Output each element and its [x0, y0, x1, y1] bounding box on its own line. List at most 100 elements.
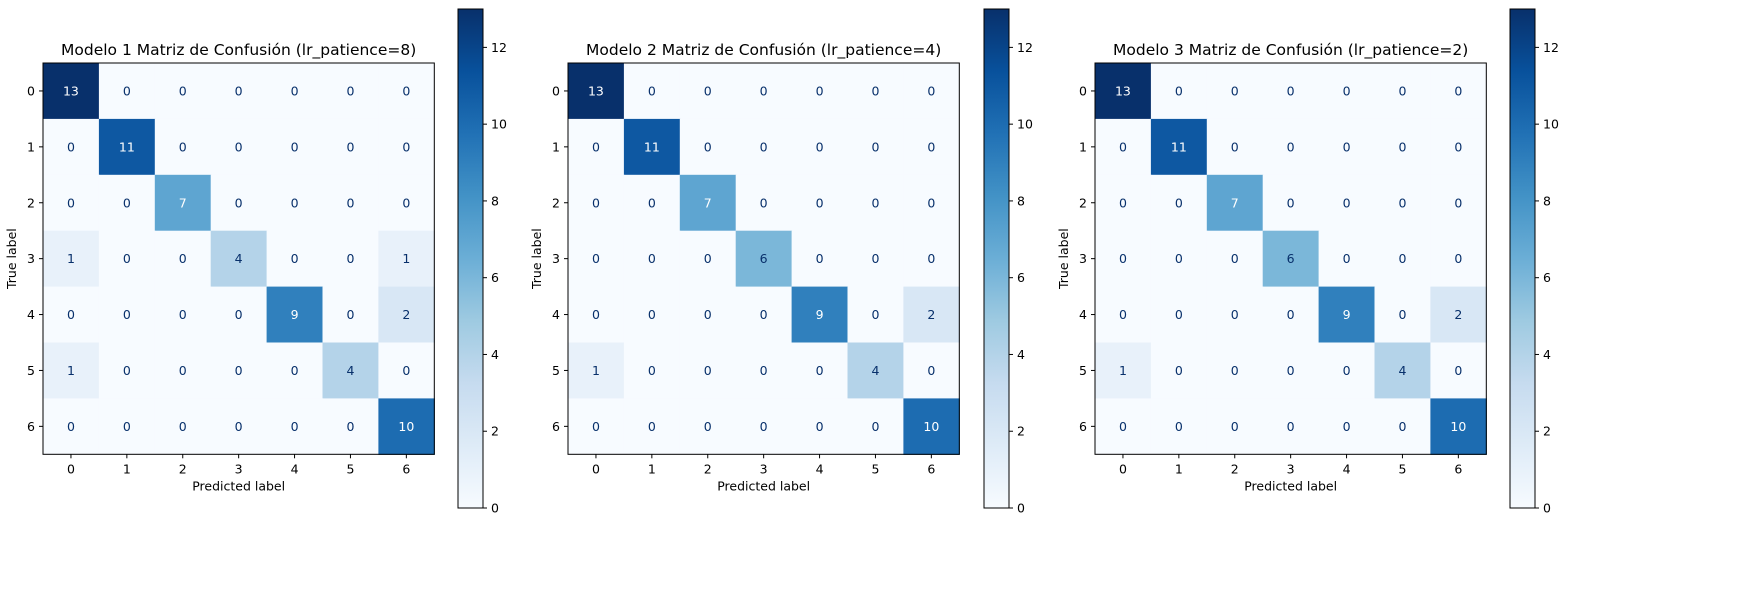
heatmap-cell	[1150, 63, 1208, 120]
heatmap-cell	[1150, 174, 1208, 232]
x-tick-label: 5	[1398, 461, 1406, 476]
heatmap-cell	[1430, 398, 1487, 455]
y-tick-label: 5	[552, 363, 560, 378]
heatmap-cell	[847, 286, 904, 344]
heatmap-cell	[791, 398, 849, 455]
cell-value-label: 9	[291, 307, 299, 322]
colorbar	[983, 8, 1010, 509]
y-axis-label: True label	[1056, 228, 1071, 290]
heatmap-cell	[568, 286, 625, 344]
cell-value-label: 0	[1231, 419, 1239, 434]
heatmap-cell	[1150, 398, 1208, 455]
cell-value-label: 0	[592, 251, 600, 266]
y-tick-label: 2	[552, 195, 560, 210]
heatmap-cell	[1430, 230, 1487, 288]
y-tick-label: 6	[552, 419, 560, 434]
heatmap-cell	[266, 342, 324, 399]
x-tick-label: 0	[67, 461, 75, 476]
cell-value-label: 0	[179, 139, 187, 154]
heatmap-cell	[266, 230, 324, 288]
heatmap-cell	[378, 118, 435, 176]
cell-value-label: 2	[402, 307, 410, 322]
cell-value-label: 0	[648, 307, 656, 322]
y-tick-label: 2	[1079, 195, 1087, 210]
heatmap-cell	[903, 342, 960, 399]
cell-value-label: 0	[1454, 83, 1462, 98]
heatmap-cell	[903, 286, 960, 344]
cell-value-label: 0	[1287, 83, 1295, 98]
cell-value-label: 0	[1454, 251, 1462, 266]
heatmap-cell	[1430, 118, 1487, 176]
cell-value-label: 0	[123, 419, 131, 434]
heatmap-cell	[154, 118, 212, 176]
colorbar-tick-label: 12	[491, 40, 507, 55]
cell-value-label: 10	[1450, 419, 1466, 434]
x-tick-label: 1	[1175, 461, 1183, 476]
heatmap-cell	[1318, 230, 1376, 288]
heatmap-cell	[210, 174, 268, 232]
cell-value-label: 0	[760, 139, 768, 154]
cell-value-label: 0	[816, 83, 824, 98]
cell-value-label: 9	[1343, 307, 1351, 322]
x-tick-label: 4	[1343, 461, 1351, 476]
cell-value-label: 0	[927, 195, 935, 210]
heatmap-cell	[98, 63, 156, 120]
cell-value-label: 11	[119, 139, 135, 154]
cell-value-label: 0	[179, 363, 187, 378]
cell-value-label: 2	[927, 307, 935, 322]
heatmap-cell	[1262, 398, 1320, 455]
cell-value-label: 0	[1287, 139, 1295, 154]
cell-value-label: 0	[291, 419, 299, 434]
heatmap-cell	[1095, 398, 1152, 455]
cell-value-label: 0	[704, 419, 712, 434]
cell-value-label: 0	[1343, 83, 1351, 98]
y-tick-label: 0	[552, 83, 560, 98]
heatmap-cell	[1206, 230, 1264, 288]
cell-value-label: 1	[402, 251, 410, 266]
heatmap-cell	[847, 118, 904, 176]
cell-value-label: 0	[704, 307, 712, 322]
heatmap-cell	[378, 63, 435, 120]
cell-value-label: 0	[1343, 251, 1351, 266]
cell-value-label: 0	[179, 251, 187, 266]
heatmap-cell	[210, 118, 268, 176]
cell-value-label: 0	[1287, 307, 1295, 322]
cell-value-label: 6	[1287, 251, 1295, 266]
heatmap-cell	[1318, 342, 1376, 399]
x-tick-label: 5	[871, 461, 879, 476]
heatmap-cell	[623, 342, 681, 399]
cell-value-label: 0	[67, 419, 75, 434]
heatmap-cell	[98, 342, 156, 399]
heatmap-cell	[154, 398, 212, 455]
heatmap-cell	[98, 118, 156, 176]
heatmap-cell	[903, 398, 960, 455]
heatmap-cell	[847, 342, 904, 399]
y-tick-label: 4	[27, 307, 35, 322]
cell-value-label: 0	[760, 83, 768, 98]
colorbar-tick-label: 0	[1543, 501, 1551, 516]
cell-value-label: 0	[648, 195, 656, 210]
heatmap-cell	[568, 174, 625, 232]
cell-value-label: 0	[1343, 139, 1351, 154]
cell-value-label: 0	[704, 83, 712, 98]
heatmap-cell	[266, 398, 324, 455]
cell-value-label: 10	[923, 419, 939, 434]
heatmap-cell	[1262, 342, 1320, 399]
x-tick-label: 1	[123, 461, 131, 476]
heatmap-cell	[791, 230, 849, 288]
colorbar-tick-label: 2	[1543, 424, 1551, 439]
chart-title: Modelo 1 Matriz de Confusión (lr_patienc…	[61, 41, 416, 60]
cell-value-label: 0	[291, 139, 299, 154]
heatmap-cell	[1318, 63, 1376, 120]
heatmap-cell	[322, 286, 379, 344]
y-tick-label: 6	[1079, 419, 1087, 434]
heatmap-cell	[1262, 286, 1320, 344]
heatmap-cell	[735, 398, 793, 455]
colorbar-tick-label: 4	[1543, 347, 1551, 362]
cell-value-label: 7	[179, 195, 187, 210]
heatmap-cell	[210, 63, 268, 120]
cell-value-label: 0	[1287, 363, 1295, 378]
cell-value-label: 0	[1287, 419, 1295, 434]
heatmap-cell	[623, 286, 681, 344]
